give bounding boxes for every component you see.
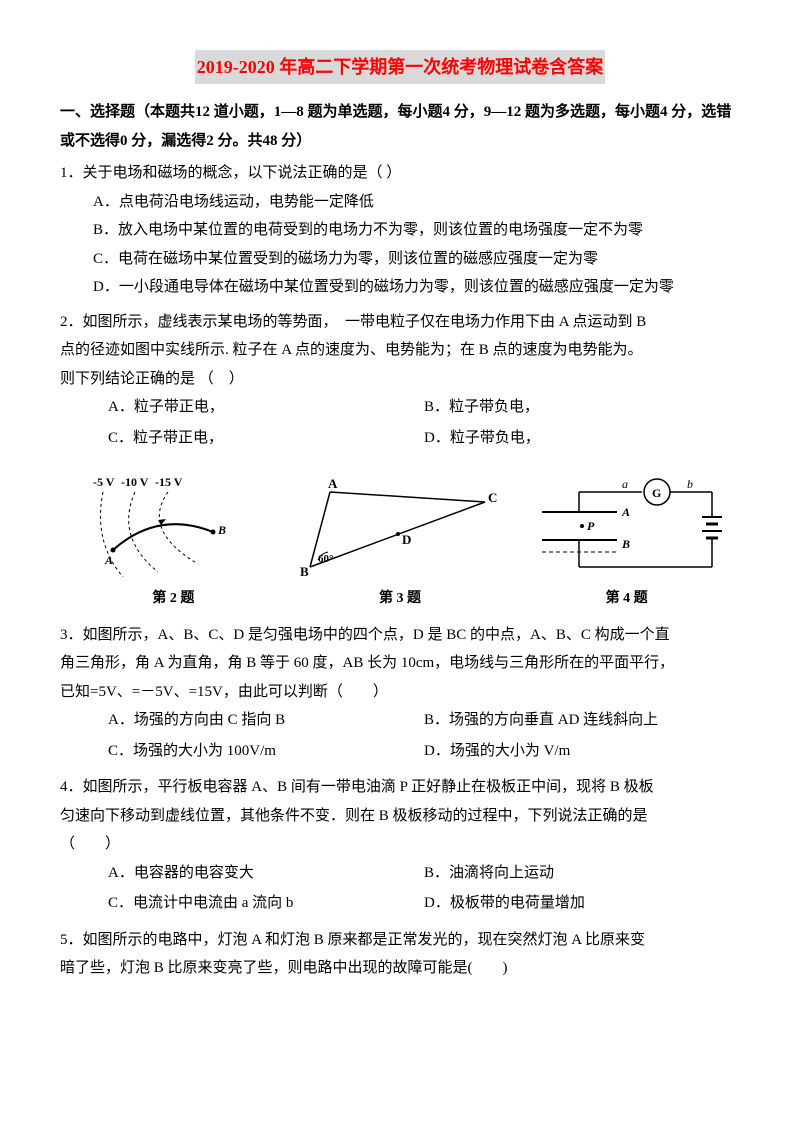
fig4-plate-b: B xyxy=(621,537,630,551)
q5-stem-2: 暗了些，灯泡 B 比原来变亮了些，则电路中出现的故障可能是( ) xyxy=(60,954,740,983)
question-1: 1．关于电场和磁场的概念，以下说法正确的是（ ） A．点电荷沿电场线运动，电势能… xyxy=(60,159,740,302)
figure-2: -5 V -10 V -15 V A B 第 2 题 xyxy=(60,472,287,613)
fig4-b-node: b xyxy=(687,477,693,491)
fig2-label-5v: -5 V xyxy=(93,475,115,489)
fig2-label-15v: -15 V xyxy=(155,475,183,489)
q4-opt-c: C．电流计中电流由 a 流向 b xyxy=(108,889,424,918)
question-2: 2．如图所示，虚线表示某电场的等势面， 一带电粒子仅在电场力作用下由 A 点运动… xyxy=(60,308,740,455)
fig4-a-node: a xyxy=(622,477,628,491)
fig3-b: B xyxy=(300,564,309,579)
question-4: 4．如图所示，平行板电容器 A、B 间有一带电油滴 P 正好静止在极板正中间，现… xyxy=(60,773,740,920)
q3-stem-2: 角三角形，角 A 为直角，角 B 等于 60 度，AB 长为 10cm，电场线与… xyxy=(60,649,740,678)
fig4-plate-a: A xyxy=(621,505,630,519)
q5-stem-1: 5．如图所示的电路中，灯泡 A 和灯泡 B 原来都是正常发光的，现在突然灯泡 A… xyxy=(60,926,740,955)
q4-opt-b: B．油滴将向上运动 xyxy=(424,859,740,888)
q2-stem-2: 点的径迹如图中实线所示. 粒子在 A 点的速度为、电势能为；在 B 点的速度为电… xyxy=(60,336,740,365)
q2-opt-b: B．粒子带负电， xyxy=(424,393,740,422)
svg-text:A: A xyxy=(104,553,113,567)
fig3-c: C xyxy=(488,490,497,505)
q2-stem-1: 2．如图所示，虚线表示某电场的等势面， 一带电粒子仅在电场力作用下由 A 点运动… xyxy=(60,308,740,337)
fig4-g: G xyxy=(652,486,661,500)
figure-3: A B C D 60° 第 3 题 xyxy=(287,472,514,613)
q2-stem-3: 则下列结论正确的是 （ ） xyxy=(60,365,740,394)
q2-opt-c: C．粒子带正电， xyxy=(108,424,424,453)
q1-opt-b: B．放入电场中某位置的电荷受到的电场力不为零，则该位置的电场强度一定不为零 xyxy=(60,216,740,245)
fig3-angle: 60° xyxy=(318,553,333,565)
question-3: 3．如图所示，A、B、C、D 是匀强电场中的四个点，D 是 BC 的中点，A、B… xyxy=(60,621,740,768)
figure-4: P A B G a b 第 4 题 xyxy=(513,472,740,613)
q1-opt-a: A．点电荷沿电场线运动，电势能一定降低 xyxy=(60,188,740,217)
q4-stem-3: （ ） xyxy=(60,830,740,859)
q1-opt-d: D．一小段通电导体在磁场中某位置受到的磁场力为零，则该位置的磁感应强度一定为零 xyxy=(60,273,740,302)
fig3-caption: 第 3 题 xyxy=(287,586,514,613)
fig3-a: A xyxy=(328,476,338,491)
page-title: 2019-2020 年高二下学期第一次统考物理试卷含答案 xyxy=(195,50,606,84)
q1-stem: 1．关于电场和磁场的概念，以下说法正确的是（ ） xyxy=(60,159,740,188)
fig4-p: P xyxy=(587,519,595,533)
q3-opt-a: A．场强的方向由 C 指向 B xyxy=(108,706,424,735)
q4-opt-d: D．极板带的电荷量增加 xyxy=(424,889,740,918)
q3-opt-d: D．场强的大小为 V/m xyxy=(424,737,740,766)
section-heading: 一、选择题（本题共12 道小题，1—8 题为单选题，每小题4 分，9—12 题为… xyxy=(60,98,740,155)
q3-opt-b: B．场强的方向垂直 AD 连线斜向上 xyxy=(424,706,740,735)
fig2-caption: 第 2 题 xyxy=(60,586,287,613)
q3-stem-3: 已知=5V、=－5V、=15V，由此可以判断（ ） xyxy=(60,678,740,707)
question-5: 5．如图所示的电路中，灯泡 A 和灯泡 B 原来都是正常发光的，现在突然灯泡 A… xyxy=(60,926,740,983)
q4-stem-1: 4．如图所示，平行板电容器 A、B 间有一带电油滴 P 正好静止在极板正中间，现… xyxy=(60,773,740,802)
q2-opt-a: A．粒子带正电， xyxy=(108,393,424,422)
q3-opt-c: C．场强的大小为 100V/m xyxy=(108,737,424,766)
fig4-caption: 第 4 题 xyxy=(513,586,740,613)
fig3-d: D xyxy=(402,532,411,547)
figures-row: -5 V -10 V -15 V A B 第 2 题 A B C D 60° xyxy=(60,472,740,613)
fig2-label-10v: -10 V xyxy=(121,475,149,489)
q1-opt-c: C．电荷在磁场中某位置受到的磁场力为零，则该位置的磁感应强度一定为零 xyxy=(60,245,740,274)
q4-stem-2: 匀速向下移动到虚线位置，其他条件不变．则在 B 极板移动的过程中，下列说法正确的… xyxy=(60,802,740,831)
q2-opt-d: D．粒子带负电， xyxy=(424,424,740,453)
svg-text:B: B xyxy=(217,523,226,537)
q3-stem-1: 3．如图所示，A、B、C、D 是匀强电场中的四个点，D 是 BC 的中点，A、B… xyxy=(60,621,740,650)
q4-opt-a: A．电容器的电容变大 xyxy=(108,859,424,888)
